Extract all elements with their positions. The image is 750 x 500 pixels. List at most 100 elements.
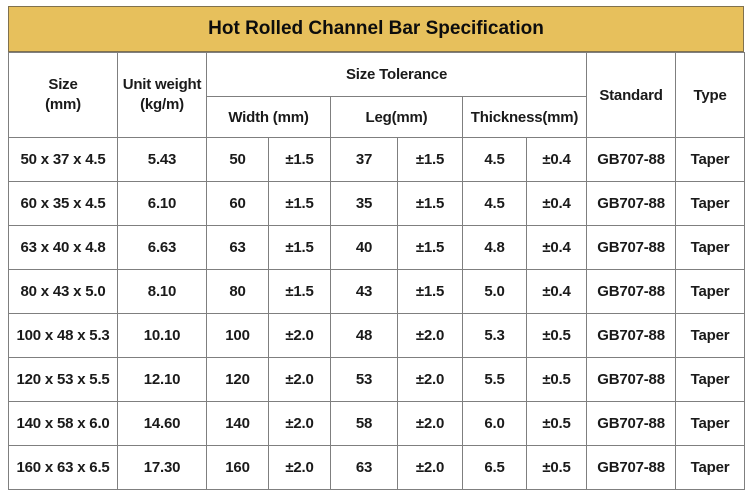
cell-thickness: 6.0 [462, 401, 527, 446]
cell-thickness-tolerance: ±0.5 [525, 445, 588, 490]
col-header-unit-weight-line1: Unit weight [122, 75, 202, 93]
cell-unit-weight: 17.30 [117, 445, 207, 490]
cell-width: 50 [206, 137, 269, 182]
col-header-type: Type [675, 52, 746, 138]
cell-thickness: 5.3 [462, 313, 527, 358]
cell-width: 160 [206, 445, 269, 490]
cell-thickness: 4.5 [462, 137, 527, 182]
col-header-standard: Standard [586, 52, 677, 138]
cell-standard: GB707-88 [586, 401, 677, 446]
cell-thickness-tolerance: ±0.4 [525, 137, 588, 182]
cell-width: 63 [206, 225, 269, 270]
cell-standard: GB707-88 [586, 313, 677, 358]
col-header-thickness: Thickness(mm) [461, 96, 588, 138]
cell-width-tolerance: ±2.0 [268, 445, 331, 490]
col-header-size: Size (mm) [8, 52, 118, 138]
cell-width: 120 [206, 357, 269, 402]
cell-thickness: 4.8 [462, 225, 527, 270]
cell-thickness: 5.0 [462, 269, 527, 314]
table-row: 120 x 53 x 5.5 12.10 120 ±2.0 53 ±2.0 5.… [8, 357, 746, 402]
cell-unit-weight: 5.43 [117, 137, 207, 182]
cell-leg: 58 [330, 401, 398, 446]
cell-thickness-tolerance: ±0.5 [525, 357, 588, 402]
cell-width-tolerance: ±2.0 [268, 313, 331, 358]
cell-unit-weight: 12.10 [117, 357, 207, 402]
cell-standard: GB707-88 [586, 225, 677, 270]
cell-type: Taper [675, 225, 746, 270]
cell-type: Taper [675, 401, 746, 446]
cell-size: 100 x 48 x 5.3 [8, 313, 118, 358]
col-header-size-line2: (mm) [45, 96, 81, 113]
cell-leg-tolerance: ±2.0 [397, 401, 463, 446]
cell-size: 160 x 63 x 6.5 [8, 445, 118, 490]
cell-leg-tolerance: ±1.5 [397, 269, 463, 314]
cell-width: 100 [206, 313, 269, 358]
header-row-2: Width (mm) Leg(mm) Thickness(mm) [9, 96, 745, 138]
spec-table: Size (mm) Unit weight (kg/m) Size Tolera… [8, 52, 746, 490]
cell-thickness: 5.5 [462, 357, 527, 402]
cell-unit-weight: 10.10 [117, 313, 207, 358]
cell-leg-tolerance: ±1.5 [397, 225, 463, 270]
cell-leg: 37 [330, 137, 398, 182]
cell-type: Taper [675, 137, 746, 182]
table-row: 140 x 58 x 6.0 14.60 140 ±2.0 58 ±2.0 6.… [8, 401, 746, 446]
cell-thickness-tolerance: ±0.5 [525, 401, 588, 446]
cell-leg: 40 [330, 225, 398, 270]
cell-width: 80 [206, 269, 269, 314]
cell-width-tolerance: ±1.5 [268, 269, 331, 314]
table-title: Hot Rolled Channel Bar Specification [208, 18, 544, 39]
cell-standard: GB707-88 [586, 357, 677, 402]
cell-leg: 48 [330, 313, 398, 358]
cell-thickness-tolerance: ±0.4 [525, 225, 588, 270]
cell-unit-weight: 14.60 [117, 401, 207, 446]
col-header-unit-weight-line2: (kg/m) [140, 96, 184, 113]
cell-standard: GB707-88 [586, 445, 677, 490]
header-row-1: Size (mm) Unit weight (kg/m) Size Tolera… [8, 52, 746, 138]
cell-standard: GB707-88 [586, 181, 677, 226]
cell-thickness: 4.5 [462, 181, 527, 226]
cell-leg: 53 [330, 357, 398, 402]
cell-leg: 43 [330, 269, 398, 314]
cell-size: 60 x 35 x 4.5 [8, 181, 118, 226]
table-row: 63 x 40 x 4.8 6.63 63 ±1.5 40 ±1.5 4.8 ±… [8, 225, 746, 270]
cell-width-tolerance: ±1.5 [268, 225, 331, 270]
cell-thickness: 6.5 [462, 445, 527, 490]
table-row: 50 x 37 x 4.5 5.43 50 ±1.5 37 ±1.5 4.5 ±… [8, 137, 746, 182]
cell-type: Taper [675, 181, 746, 226]
cell-leg-tolerance: ±2.0 [397, 357, 463, 402]
col-header-width: Width (mm) [206, 96, 331, 138]
table-row: 60 x 35 x 4.5 6.10 60 ±1.5 35 ±1.5 4.5 ±… [8, 181, 746, 226]
cell-unit-weight: 6.63 [117, 225, 207, 270]
cell-standard: GB707-88 [586, 269, 677, 314]
cell-width: 140 [206, 401, 269, 446]
cell-thickness-tolerance: ±0.4 [525, 181, 588, 226]
cell-width: 60 [206, 181, 269, 226]
cell-type: Taper [675, 445, 746, 490]
col-header-unit-weight: Unit weight (kg/m) [117, 52, 207, 138]
table-row: 160 x 63 x 6.5 17.30 160 ±2.0 63 ±2.0 6.… [8, 445, 746, 490]
cell-standard: GB707-88 [586, 137, 677, 182]
cell-unit-weight: 8.10 [117, 269, 207, 314]
cell-leg-tolerance: ±1.5 [397, 181, 463, 226]
cell-thickness-tolerance: ±0.4 [525, 269, 588, 314]
cell-leg-tolerance: ±1.5 [397, 137, 463, 182]
cell-size: 80 x 43 x 5.0 [8, 269, 118, 314]
col-header-size-tolerance: Size Tolerance [205, 52, 588, 97]
cell-leg: 35 [330, 181, 398, 226]
col-header-leg: Leg(mm) [330, 96, 463, 138]
cell-width-tolerance: ±1.5 [268, 181, 331, 226]
cell-width-tolerance: ±1.5 [268, 137, 331, 182]
cell-type: Taper [675, 357, 746, 402]
cell-size: 120 x 53 x 5.5 [8, 357, 118, 402]
cell-size: 50 x 37 x 4.5 [8, 137, 118, 182]
cell-size: 140 x 58 x 6.0 [8, 401, 118, 446]
cell-leg-tolerance: ±2.0 [397, 313, 463, 358]
cell-unit-weight: 6.10 [117, 181, 207, 226]
col-header-size-line1: Size [48, 75, 78, 93]
table-title-bar: Hot Rolled Channel Bar Specification [8, 6, 744, 52]
table-row: 100 x 48 x 5.3 10.10 100 ±2.0 48 ±2.0 5.… [8, 313, 746, 358]
cell-size: 63 x 40 x 4.8 [8, 225, 118, 270]
cell-width-tolerance: ±2.0 [268, 401, 331, 446]
cell-width-tolerance: ±2.0 [268, 357, 331, 402]
